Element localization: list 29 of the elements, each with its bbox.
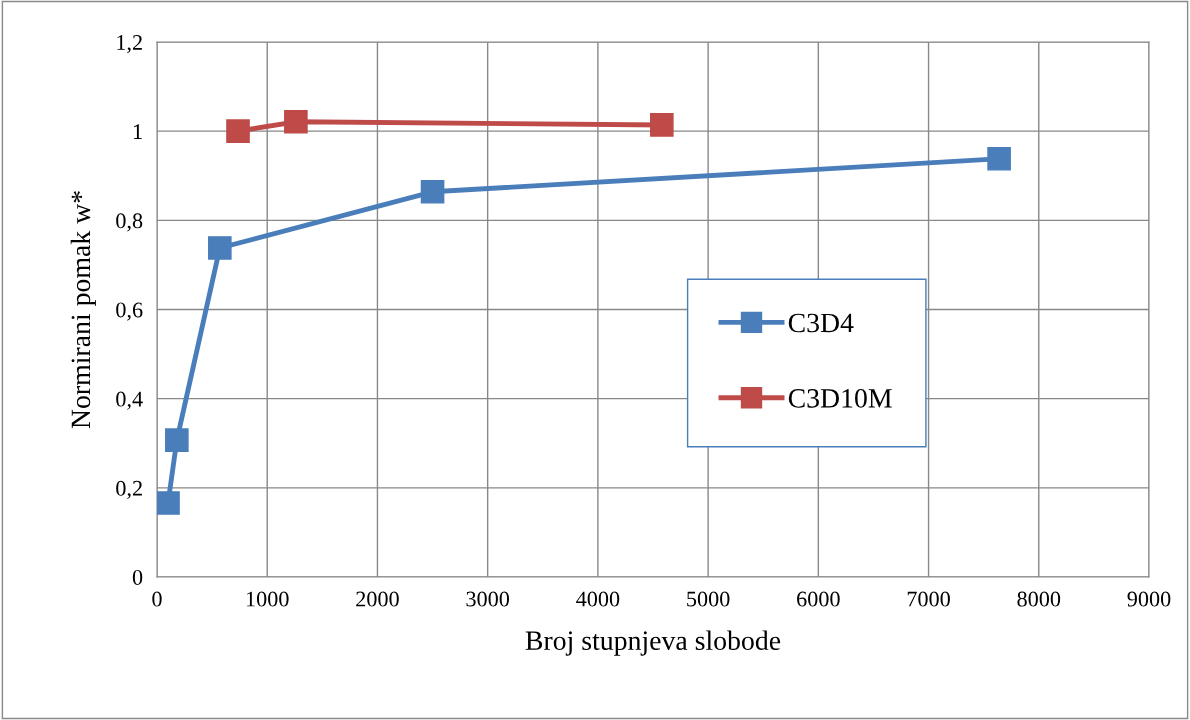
x-tick-label: 8000: [1017, 591, 1061, 607]
legend-label: C3D10M: [788, 388, 892, 408]
y-axis-title: Normirani pomak w*: [70, 191, 96, 429]
x-axis-title: Broj stupnjeva slobode: [525, 630, 781, 656]
y-tick-label: 0,6: [116, 302, 143, 321]
y-tick-label: 0,8: [116, 213, 143, 232]
y-tick-label: 1: [133, 124, 142, 139]
x-tick-label: 1000: [246, 591, 289, 607]
x-tick-label: 4000: [576, 591, 620, 607]
point: [226, 119, 250, 143]
x-tick-label: 9000: [1127, 591, 1171, 607]
point: [157, 491, 180, 515]
x-tick-label: 0: [152, 591, 162, 607]
y-tick-label: 1,2: [117, 34, 142, 54]
y-tick-label: 0: [132, 569, 143, 585]
x-tick-label: 5000: [687, 591, 730, 607]
point: [284, 109, 308, 134]
y-tick-label: 0,4: [116, 391, 143, 410]
y-tick-label: 0,2: [116, 480, 142, 499]
x-tick-label: 2000: [356, 591, 399, 607]
x-tick-label: 6000: [797, 591, 840, 607]
point: [208, 236, 232, 260]
x-tick-label: 3000: [466, 591, 510, 607]
point: [420, 179, 445, 204]
x-tick-label: 7000: [907, 591, 950, 607]
point: [165, 428, 189, 452]
point: [987, 147, 1011, 171]
point: [650, 113, 674, 137]
legend-label: C3D4: [788, 313, 854, 333]
